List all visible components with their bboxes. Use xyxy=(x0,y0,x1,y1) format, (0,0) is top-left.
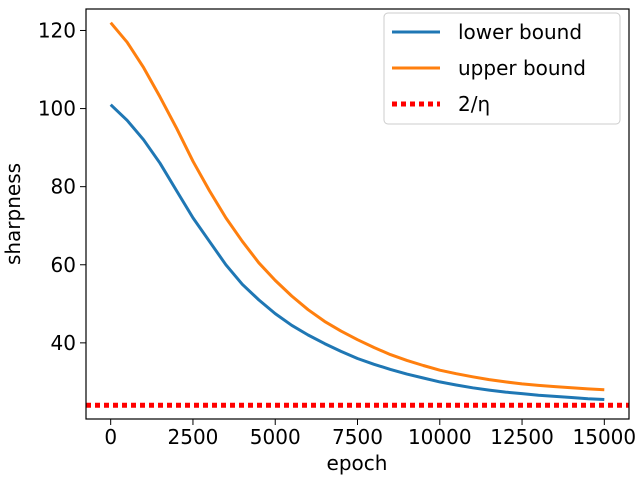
y-tick-label: 40 xyxy=(51,331,76,355)
series-line-1 xyxy=(109,21,605,392)
x-axis: 0 2500 5000 7500 10000 12500 15000 xyxy=(104,419,636,449)
x-tick-label: 7500 xyxy=(332,425,383,449)
legend-label-2: 2/η xyxy=(458,92,490,116)
legend-box xyxy=(383,12,621,125)
legend-label-1: upper bound xyxy=(458,56,586,80)
x-tick-label: 15000 xyxy=(573,425,637,449)
y-tick-label: 80 xyxy=(51,175,76,199)
x-tick-label: 2500 xyxy=(168,425,219,449)
y-tick-label: 120 xyxy=(38,18,76,42)
x-tick-label: 12500 xyxy=(490,425,554,449)
x-tick-label: 10000 xyxy=(408,425,472,449)
legend-label-0: lower bound xyxy=(458,20,582,44)
y-axis-label: sharpness xyxy=(1,163,25,265)
plot-lines xyxy=(86,21,629,408)
y-axis: 40 60 80 100 120 xyxy=(38,18,86,355)
legend: lower bound upper bound 2/η xyxy=(383,12,621,125)
x-tick-label: 5000 xyxy=(250,425,301,449)
y-tick-label: 100 xyxy=(38,97,76,121)
x-axis-label: epoch xyxy=(327,451,388,475)
series-line-0 xyxy=(109,103,605,401)
y-tick-label: 60 xyxy=(51,253,76,277)
x-tick-label: 0 xyxy=(104,425,117,449)
